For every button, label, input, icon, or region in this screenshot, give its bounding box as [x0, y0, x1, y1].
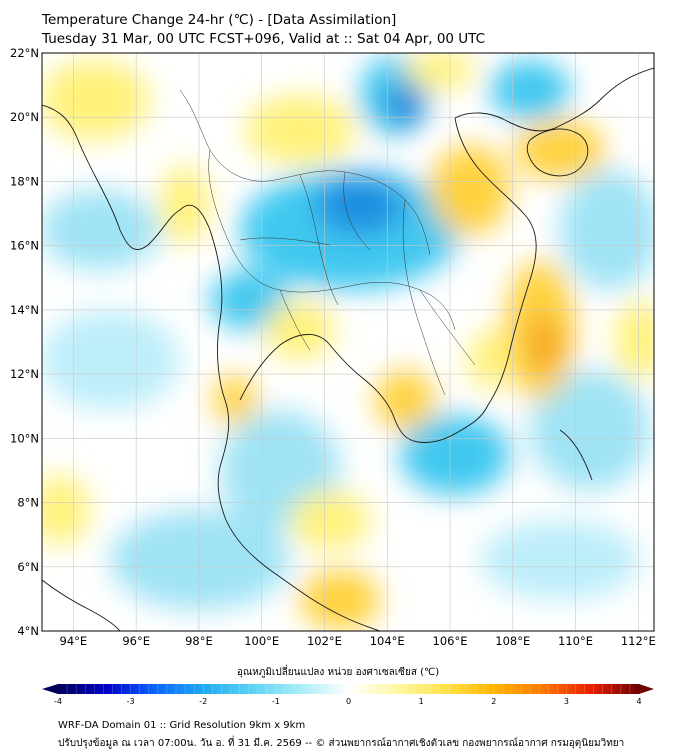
longitude-tick-label: 94°E	[60, 634, 88, 648]
longitude-tick-label: 104°E	[370, 634, 405, 648]
colorbar-tick-label: 0	[345, 697, 352, 706]
longitude-tick-label: 110°E	[558, 634, 593, 648]
latitude-labels: 4°N 6°N 8°N 10°N 12°N 14°N 16°N 18°N 20°N 22°N	[10, 46, 39, 638]
colorbar-tick-label: -1	[271, 697, 280, 706]
latitude-tick-label: 16°N	[10, 239, 39, 253]
longitude-tick-label: 102°E	[307, 634, 342, 648]
footer-model-info: WRF-DA Domain 01 :: Grid Resolution 9km …	[58, 720, 306, 731]
colorbar-tick-label: 4	[636, 697, 642, 706]
longitude-tick-label: 112°E	[621, 634, 656, 648]
colorbar-gradient	[58, 684, 639, 694]
colorbar-tick-label: 1	[418, 697, 424, 706]
latitude-tick-label: 22°N	[10, 46, 39, 60]
colorbar-segments	[66, 684, 631, 694]
footer-credit: ปรับปรุงข้อมูล ณ เวลา 07:00น. วัน อ. ที่…	[58, 738, 625, 749]
longitude-labels: 94°E 96°E 98°E 100°E 102°E 104°E 106°E 108°E 110…	[60, 634, 656, 648]
map-title: Temperature Change 24-hr (℃) - [Data Ass…	[42, 12, 397, 28]
colorbar-tick-label: -3	[126, 697, 135, 706]
map-subtitle: Tuesday 31 Mar, 00 UTC FCST+096, Valid a…	[42, 31, 486, 47]
longitude-tick-label: 106°E	[433, 634, 468, 648]
map-border	[41, 52, 655, 632]
latitude-tick-label: 4°N	[17, 624, 39, 638]
colorbar-high-arrow	[639, 684, 654, 694]
longitude-tick-label: 98°E	[185, 634, 213, 648]
latitude-tick-label: 8°N	[17, 496, 39, 510]
colorbar-tick-label: -4	[54, 697, 62, 706]
coastlines	[42, 67, 654, 631]
colorbar	[42, 684, 654, 694]
colorbar-low-arrow	[42, 684, 58, 694]
gridlines	[42, 52, 654, 632]
colorbar-tick-label: 2	[491, 697, 497, 706]
latitude-tick-label: 14°N	[10, 303, 39, 317]
colorbar-tick-label: -2	[199, 697, 208, 706]
latitude-tick-label: 18°N	[10, 174, 39, 188]
longitude-tick-label: 100°E	[244, 634, 279, 648]
colorbar-label: อุณหภูมิเปลี่ยนแปลง หน่วย องศาเซลเซียส (…	[236, 667, 440, 678]
temperature-change-map: 4°N 6°N 8°N 10°N 12°N 14°N 16°N 18°N 20°N 22°N 94…	[10, 46, 656, 694]
longitude-tick-label: 108°E	[495, 634, 530, 648]
latitude-tick-label: 20°N	[10, 110, 39, 124]
latitude-tick-label: 12°N	[10, 367, 39, 381]
latitude-tick-label: 10°N	[10, 431, 39, 445]
latitude-tick-label: 6°N	[17, 560, 39, 574]
borders	[179, 89, 476, 396]
longitude-tick-label: 96°E	[122, 634, 150, 648]
colorbar-tick-label: 3	[563, 697, 569, 706]
